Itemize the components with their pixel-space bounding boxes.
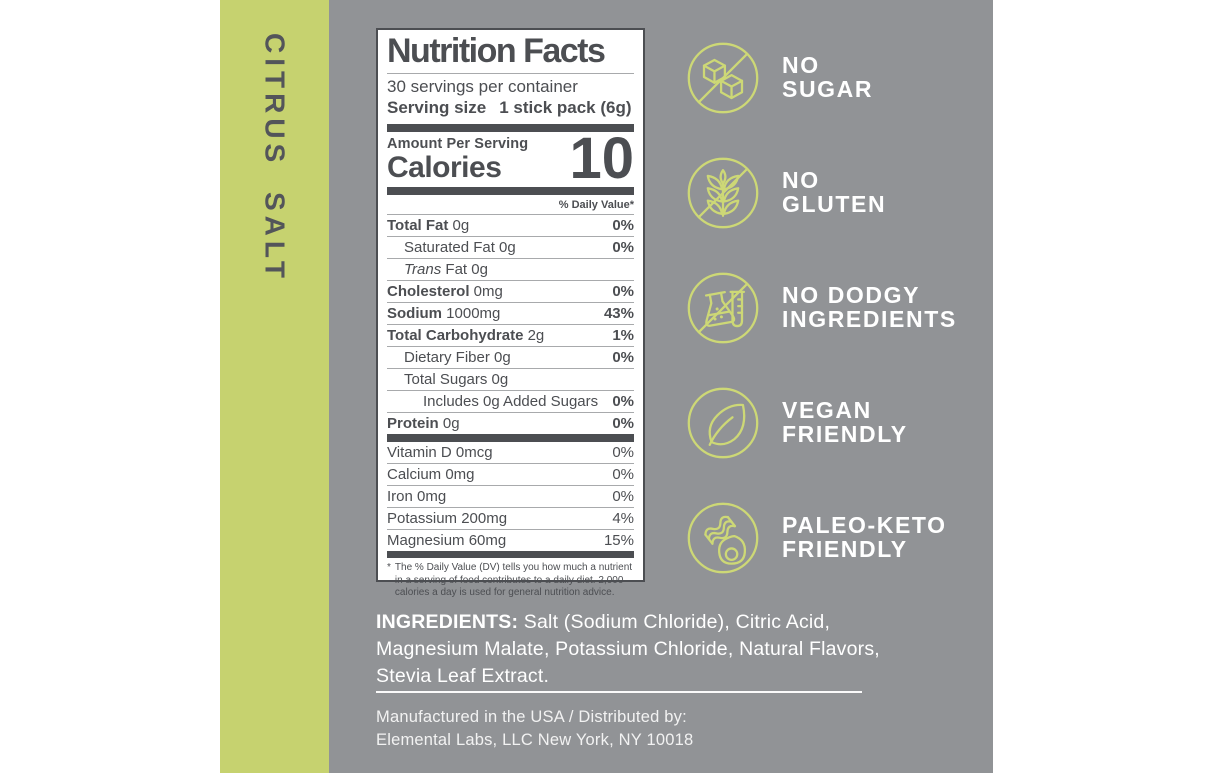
thick-divider-bar [387,434,634,443]
serving-size-value: 1 stick pack (6g) [499,98,632,118]
nutrient-daily-value: 0% [612,238,634,256]
feature-label: NO SUGAR [782,52,874,102]
daily-value-header: % Daily Value* [387,195,634,216]
nutrient-name: Potassium 200mg [387,509,508,527]
nutrient-row: Protein 0g 0% [387,413,634,434]
nutrient-name: Sodium 1000mg [387,304,501,322]
calories-value: 10 [569,125,634,191]
nutrient-row: Total Fat 0g 0% [387,215,634,238]
footnote-asterisk: * [387,562,391,574]
nutrient-name: Cholesterol 0mg [387,282,503,300]
amount-per-serving-label: Amount Per Serving [387,136,529,153]
nutrient-name: Dietary Fiber 0g [404,348,511,366]
serving-size-row: Serving size 1 stick pack (6g) [387,98,634,118]
distribution-text: Manufactured in the USA / Distributed by… [376,706,693,753]
nutrient-name: Total Fat 0g [387,216,470,234]
nutrient-daily-value: 0% [612,414,634,432]
feature-label: PALEO-KETO FRIENDLY [782,512,947,562]
nutrient-daily-value: 0% [612,487,634,505]
paleo-keto-friendly-icon [687,502,759,574]
nutrient-name: Saturated Fat 0g [404,238,516,256]
nutrient-daily-value: 0% [612,392,634,410]
nutrient-row: Calcium 0mg 0% [387,464,634,487]
daily-value-footnote: * The % Daily Value (DV) tells you how m… [387,562,634,600]
nutrient-row: Potassium 200mg 4% [387,508,634,531]
no-sugar-icon [687,42,759,114]
feature-no-gluten: NO GLUTEN [685,155,886,231]
footnote-text: The % Daily Value (DV) tells you how muc… [394,562,633,599]
thick-divider-bar [387,551,634,559]
micro-nutrient-rows: Vitamin D 0mcg 0% Calcium 0mg 0% Iron 0mg 0% P… [387,442,634,551]
nutrient-row: Trans Fat 0g [387,259,634,282]
servings-per-container: 30 servings per container [387,76,578,96]
serving-size-label: Serving size [387,98,487,118]
nutrient-name: Magnesium 60mg [387,531,507,549]
nutrient-name: Total Carbohydrate 2g [387,326,545,344]
no-gluten-icon [687,157,759,229]
feature-label: NO GLUTEN [782,167,887,217]
no-dodgy-ingredients-icon [687,272,759,344]
feature-paleo-keto-friendly: PALEO-KETO FRIENDLY [685,500,947,576]
nutrition-facts-panel: Nutrition Facts 30 servings per containe… [376,28,645,598]
nutrient-row: Iron 0mg 0% [387,486,634,509]
nutrient-row: Sodium 1000mg 43% [387,303,634,326]
nutrient-daily-value: 0% [612,443,634,461]
feature-vegan-friendly: VEGAN FRIENDLY [685,385,908,461]
nutrition-facts-title: Nutrition Facts [387,33,634,74]
nutrient-name: Iron 0mg [387,487,447,505]
bottom-divider-line [376,691,862,693]
nutrient-row: Total Carbohydrate 2g 1% [387,325,634,348]
product-name-vertical: CITRUS SALT [259,33,291,284]
nutrient-daily-value: 43% [603,304,634,322]
manufactured-line: Manufactured in the USA / Distributed by… [376,708,687,726]
nutrient-name: Calcium 0mg [387,465,475,483]
nutrient-name: Protein 0g [387,414,460,432]
macro-nutrient-rows: Total Fat 0g 0% Saturated Fat 0g 0% Trans Fa… [387,215,634,434]
calories-label: Calories [387,151,502,185]
nutrient-row: Magnesium 60mg 15% [387,530,634,551]
nutrient-row: Dietary Fiber 0g 0% [387,347,634,370]
nutrient-daily-value: 0% [612,465,634,483]
nutrient-name: Vitamin D 0mcg [387,443,493,461]
nutrient-daily-value: 15% [603,531,634,549]
distributor-line: Elemental Labs, LLC New York, NY 10018 [376,731,694,750]
nutrient-name: Includes 0g Added Sugars [423,392,599,410]
nutrient-daily-value: 0% [612,282,634,300]
calories-section: Amount Per Serving Calories 10 [387,125,634,191]
nutrient-daily-value: 4% [612,509,634,527]
ingredients-text: INGREDIENTS: Salt (Sodium Chloride), Cit… [376,611,880,687]
nutrient-row: Includes 0g Added Sugars 0% [387,391,634,414]
nutrient-row: Vitamin D 0mcg 0% [387,442,634,465]
nutrient-daily-value: 0% [612,348,634,366]
nutrient-row: Cholesterol 0mg 0% [387,281,634,304]
vegan-friendly-icon [687,387,759,459]
nutrient-daily-value: 1% [612,326,634,344]
nutrient-name: Total Sugars 0g [404,370,509,388]
feature-no-sugar: NO SUGAR [685,40,873,116]
nutrient-row: Total Sugars 0g [387,369,634,392]
ingredients-label: INGREDIENTS: [376,611,519,633]
nutrient-name: Trans Fat 0g [404,260,488,278]
feature-no-dodgy-ingredients: NO DODGY INGREDIENTS [685,270,957,346]
thick-divider-bar [387,124,634,133]
feature-label: NO DODGY INGREDIENTS [782,282,957,332]
nutrient-daily-value: 0% [612,216,634,234]
feature-label: VEGAN FRIENDLY [782,397,908,447]
nutrient-row: Saturated Fat 0g 0% [387,237,634,260]
product-color-strip [220,0,329,773]
thick-divider-bar [387,187,634,196]
product-name-vertical-wrap: CITRUS SALT [220,33,329,763]
